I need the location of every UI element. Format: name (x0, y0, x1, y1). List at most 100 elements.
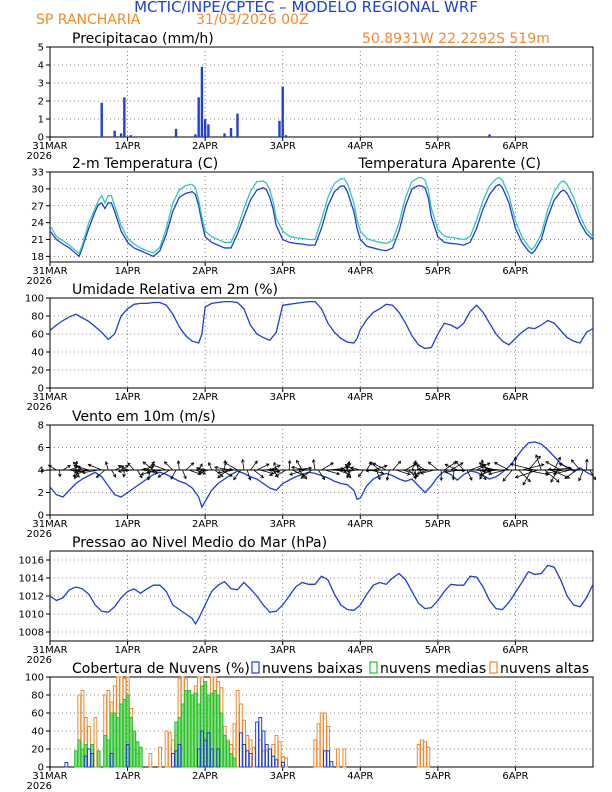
precip-bar (281, 86, 284, 137)
temperature-xtick-sublabel: 2026 (27, 276, 52, 287)
wind-vector-head (311, 458, 316, 463)
cloud-bar-nuvens-medias (106, 739, 111, 768)
precip-xtick-label: 2APR (192, 141, 218, 152)
precip-xtick-label: 1APR (114, 141, 140, 152)
wind-vector (402, 469, 417, 475)
wind-vector (545, 469, 564, 474)
wind-vector (372, 462, 387, 471)
wind-vector (535, 454, 542, 471)
precip-bar (207, 124, 210, 137)
wind-vector (452, 469, 455, 480)
cloud-legend-swatch (369, 661, 378, 674)
wind-vector-head (346, 460, 351, 465)
wind-vector-head (214, 465, 218, 470)
temperature-xtick-label: 4APR (347, 266, 373, 277)
pressure-panel (46, 550, 594, 645)
cloud-bar-nuvens-altas (423, 741, 428, 768)
wind-vector-head (556, 479, 560, 483)
temperature-xtick-label: 5APR (425, 266, 451, 277)
cloud-bar-nuvens-altas (316, 723, 321, 768)
wind-vector-head (358, 473, 362, 478)
wind-vector (269, 469, 280, 476)
wind-vector-head (217, 474, 221, 479)
wind-ytick-label: 6 (38, 443, 44, 454)
humidity-ytick-label: 80 (31, 312, 44, 323)
wind-vector (82, 469, 99, 474)
humidity-ytick-label: 100 (25, 294, 44, 305)
wind-vector-head (104, 461, 109, 465)
wind-vector (224, 462, 238, 471)
cloud-bar-nuvens-altas (416, 744, 421, 768)
cloud-bar-nuvens-baixas (255, 721, 259, 768)
wind-vector (224, 460, 226, 471)
temperature-xtick-label: 6APR (502, 266, 528, 277)
wind-vector (515, 469, 539, 478)
wind-vector-head (444, 463, 449, 468)
wind-vector (386, 469, 390, 481)
precip-ytick-label: 2 (38, 97, 44, 108)
wind-vector (416, 464, 426, 471)
humidity-ytick-label: 40 (31, 348, 44, 359)
precip-bar (129, 135, 133, 137)
wind-vector (494, 462, 510, 471)
wind-vector-head (444, 470, 448, 474)
pressure-xtick-label: 6APR (502, 645, 528, 656)
wind-vector-head (170, 475, 174, 480)
wind-vector (120, 465, 129, 471)
wind-vector-head (385, 477, 390, 481)
wind-vector (96, 469, 106, 478)
cloud-bar-nuvens-baixas (109, 753, 114, 768)
wind-vector (177, 460, 180, 471)
wind-vector-head (151, 463, 156, 468)
wind-vector-head (142, 461, 147, 465)
cloud-bar-nuvens-altas (158, 746, 162, 768)
pressure-xtick-label: 1APR (114, 645, 140, 656)
wind-vector-head (95, 474, 100, 478)
wind-vector-head (383, 464, 388, 469)
wind-vector-head (330, 462, 334, 466)
wind-vector (482, 469, 500, 472)
temperature-series-0-line (49, 183, 594, 258)
wind-vector (164, 461, 174, 471)
wind-vector-head (397, 460, 402, 465)
cloud-bar-nuvens-baixas (216, 748, 221, 768)
wind-vector (75, 461, 78, 471)
wind-vector (408, 469, 417, 479)
wind-vector (502, 469, 513, 482)
wind-vector-head (459, 462, 464, 466)
cloud-bar-nuvens-medias (232, 757, 237, 768)
wind-vector-head (154, 470, 159, 475)
precip-bar (174, 128, 178, 137)
cloud-bar-nuvens-altas (235, 690, 240, 768)
humidity-ytick-label: 0 (38, 384, 44, 395)
cloud-bar-nuvens-medias (122, 699, 127, 768)
wind-vector-head (377, 476, 381, 481)
wind-vector (347, 469, 358, 472)
pressure-ytick-label: 1010 (19, 610, 44, 621)
cloud-bar-nuvens-altas (93, 717, 98, 768)
wind-vector-head (537, 455, 541, 460)
wind-vector-head (74, 470, 79, 474)
clouds-ytick-label: 20 (31, 745, 44, 756)
wind-ytick-label: 2 (38, 488, 44, 499)
wind-vector-head (372, 462, 377, 466)
wind-vector (151, 464, 167, 471)
precip-xtick-label: 3APR (270, 141, 296, 152)
cloud-bar-nuvens-baixas (271, 755, 276, 768)
clouds-xtick-label: 4APR (347, 771, 373, 782)
precip-bar (278, 120, 281, 137)
wind-vector-head (380, 471, 385, 475)
cloud-bar-nuvens-altas (167, 732, 172, 768)
wind-vector-head (183, 475, 187, 480)
wind-ytick-label: 0 (38, 511, 44, 522)
wind-vector (196, 467, 206, 471)
pressure-ytick-label: 1012 (19, 592, 44, 603)
wind-series-0-line (49, 441, 594, 509)
wind-vector-head (488, 471, 492, 476)
wind-vector (118, 465, 128, 471)
humidity-xtick-label: 1APR (114, 392, 140, 403)
wind-vector (105, 461, 109, 471)
wind-vector (350, 467, 361, 471)
cloud-bar-nuvens-medias (135, 741, 140, 768)
wind-vector-head (427, 461, 432, 465)
